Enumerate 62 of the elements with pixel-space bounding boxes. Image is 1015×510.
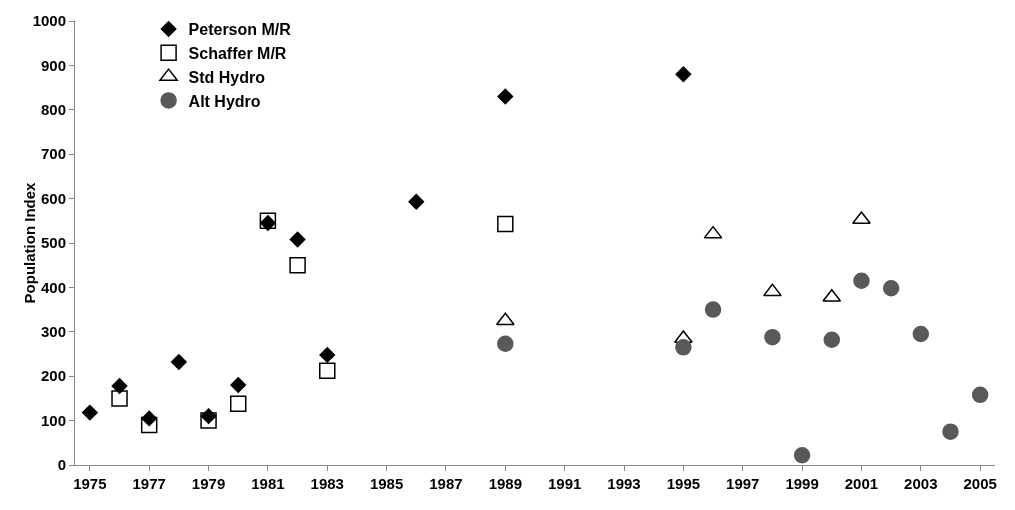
x-tick-label: 2005 (963, 475, 997, 492)
legend-label: Alt Hydro (188, 92, 261, 110)
point (408, 193, 425, 210)
x-tick-label: 1977 (132, 475, 166, 492)
x-tick-label: 1975 (73, 475, 107, 492)
y-tick-label: 0 (57, 456, 66, 474)
point (763, 283, 782, 297)
y-axis-title: Population Index (21, 181, 38, 304)
y-tick-label: 500 (40, 234, 66, 252)
point (853, 272, 870, 289)
x-tick-label: 1989 (488, 475, 523, 492)
point (200, 412, 217, 429)
x-tick-label: 1987 (429, 475, 463, 492)
point (140, 416, 158, 434)
x-tick-label: 1981 (251, 475, 285, 492)
point (793, 446, 811, 464)
x-tick-label: 1985 (369, 475, 404, 492)
y-tick-label: 400 (40, 278, 66, 296)
legend-label: Peterson M/R (188, 21, 292, 39)
y-tick-label: 300 (40, 323, 66, 341)
point (675, 339, 692, 356)
point (289, 231, 306, 248)
y-tick-label: 600 (40, 189, 66, 207)
y-tick-label: 800 (40, 101, 66, 119)
point (229, 395, 247, 412)
point (971, 386, 989, 404)
x-tick-label: 1997 (726, 475, 760, 492)
legend-label: Schaffer M/R (188, 45, 287, 63)
point (170, 354, 187, 370)
point (81, 404, 98, 421)
point (319, 362, 336, 380)
point (942, 423, 959, 440)
x-tick-label: 1999 (785, 475, 819, 492)
x-tick-label: 1979 (191, 475, 226, 492)
point (497, 335, 514, 353)
x-tick-label: 1993 (607, 475, 641, 492)
point (764, 328, 781, 346)
point (882, 280, 900, 297)
y-tick-label: 200 (40, 367, 66, 385)
point (497, 88, 514, 105)
point (675, 66, 692, 83)
x-tick-label: 1995 (666, 475, 701, 492)
point (289, 256, 306, 274)
x-tick-label: 2003 (904, 475, 938, 492)
y-tick-label: 700 (40, 145, 66, 163)
point (912, 325, 930, 343)
point (704, 301, 722, 318)
y-tick-label: 900 (40, 56, 66, 74)
x-tick-label: 2001 (844, 475, 879, 492)
point (495, 312, 515, 326)
legend-label: Std Hydro (188, 68, 266, 86)
point (319, 346, 336, 363)
point (111, 390, 128, 407)
x-tick-label: 1991 (547, 475, 582, 492)
y-tick-label: 100 (40, 411, 66, 429)
point (497, 215, 514, 233)
point (703, 225, 723, 239)
y-tick-label: 1000 (32, 12, 66, 30)
x-tick-label: 1983 (310, 475, 344, 492)
point (230, 377, 247, 393)
point (823, 331, 841, 349)
point (822, 288, 842, 302)
